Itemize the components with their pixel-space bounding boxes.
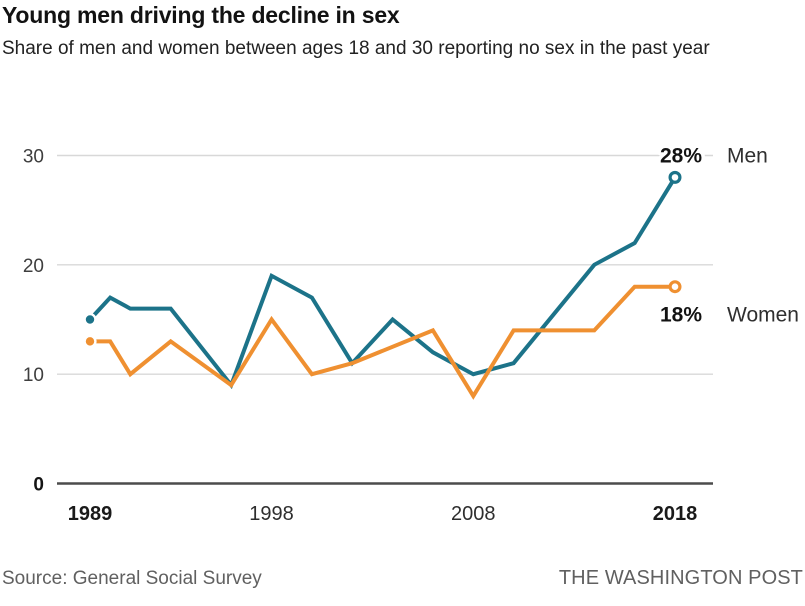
women-series-label: Women [727, 304, 799, 327]
washington-post-wordmark: THE WASHINGTON POST [558, 567, 803, 589]
y-tick-label-0: 0 [33, 475, 44, 496]
men-line [88, 176, 677, 390]
chart-footer: Source: General Social Survey THE WASHIN… [2, 567, 803, 590]
y-tick-label-10: 10 [23, 365, 44, 386]
x-tick-label-1998: 1998 [249, 503, 294, 525]
men-end-value-label: 28% [660, 144, 702, 167]
men-series-label: Men [727, 144, 768, 167]
women-end-ring [668, 280, 682, 294]
women-start-dot [83, 334, 97, 348]
x-tick-label-2018: 2018 [653, 503, 698, 525]
chart-subtitle: Share of men and women between ages 18 a… [2, 38, 710, 59]
men-end-ring [668, 170, 682, 184]
y-tick-label-20: 20 [23, 256, 44, 277]
women-end-value-label: 18% [660, 304, 702, 327]
chart-title: Young men driving the decline in sex [2, 2, 400, 28]
y-tick-label-30: 30 [23, 147, 44, 168]
women-line [90, 284, 675, 400]
source-credit: Source: General Social Survey [2, 568, 262, 589]
x-tick-label-2008: 2008 [451, 503, 496, 525]
x-tick-label-1989: 1989 [68, 503, 113, 525]
men-start-dot [83, 312, 97, 327]
